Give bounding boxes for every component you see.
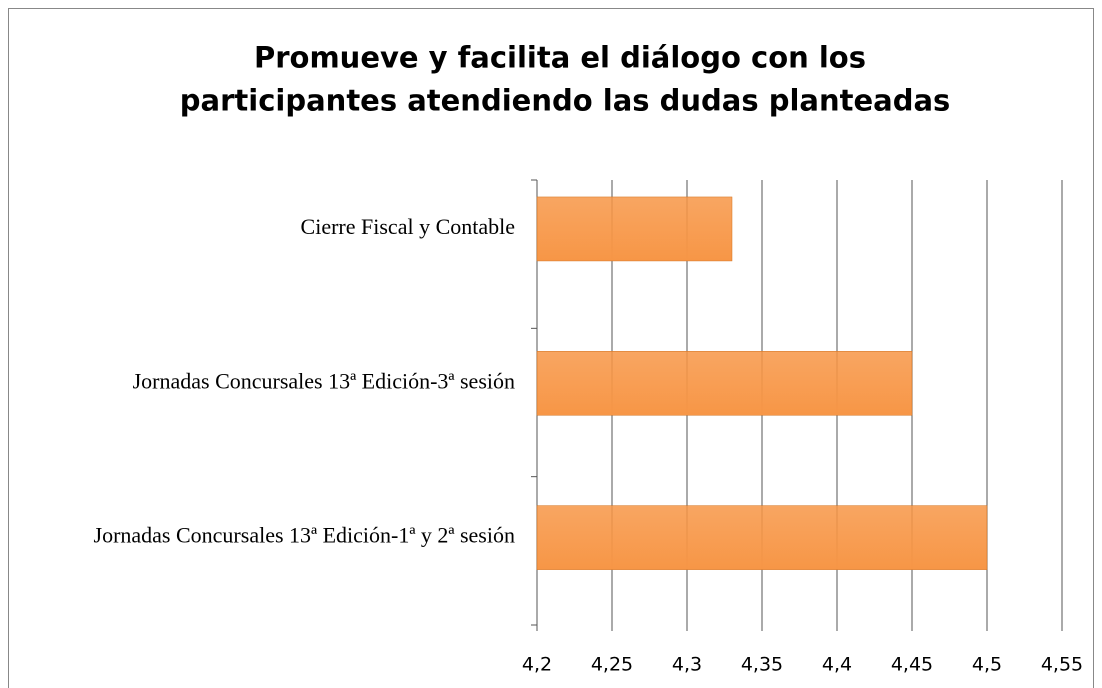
x-tick-label: 4,35: [741, 654, 783, 676]
y-tick-label: Cierre Fiscal y Contable: [301, 214, 515, 239]
y-tick-label: Jornadas Concursales 13ª Edición-1ª y 2ª…: [94, 523, 515, 548]
x-tick-label: 4,25: [591, 654, 633, 676]
x-tick-label: 4,5: [972, 654, 1002, 676]
chart-title: Promueve y facilita el diálogo con los p…: [170, 41, 951, 118]
chart-border: [8, 8, 1094, 688]
x-tick-label: 4,45: [891, 654, 933, 676]
bar: [536, 351, 913, 416]
x-tick-label: 4,2: [522, 654, 552, 676]
x-tick-label: 4,3: [672, 654, 702, 676]
x-tick-label: 4,4: [822, 654, 852, 676]
y-tick-label: Jornadas Concursales 13ª Edición-3ª sesi…: [133, 368, 515, 393]
x-tick-label: 4,55: [1041, 654, 1083, 676]
bar: [536, 505, 988, 570]
bar: [536, 196, 733, 262]
